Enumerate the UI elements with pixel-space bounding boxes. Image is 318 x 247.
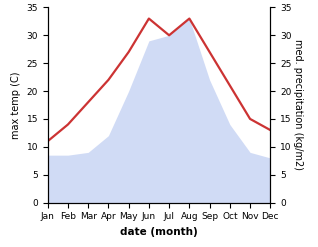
X-axis label: date (month): date (month) (120, 227, 198, 237)
Y-axis label: max temp (C): max temp (C) (11, 71, 21, 139)
Y-axis label: med. precipitation (kg/m2): med. precipitation (kg/m2) (293, 40, 303, 170)
